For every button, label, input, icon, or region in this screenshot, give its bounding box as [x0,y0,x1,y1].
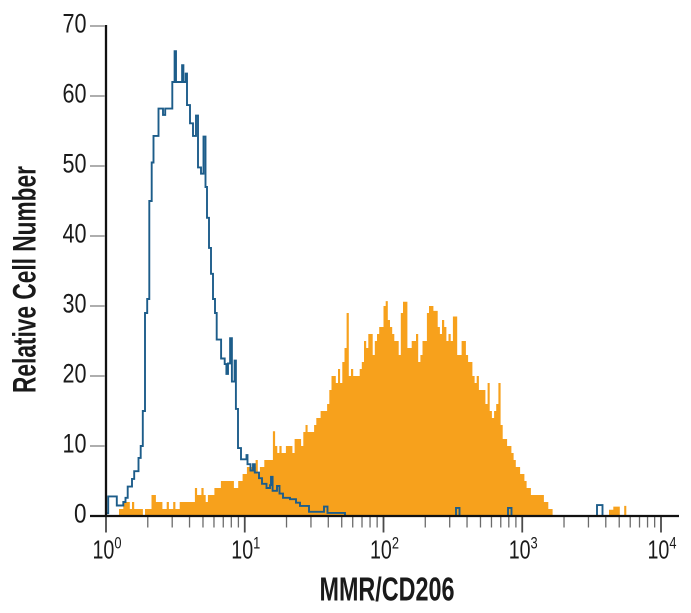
svg-text:60: 60 [63,79,87,109]
svg-text:0: 0 [74,499,87,529]
svg-text:50: 50 [63,149,87,179]
svg-text:20: 20 [63,359,87,389]
svg-text:40: 40 [63,219,87,249]
svg-text:Relative Cell Number: Relative Cell Number [7,166,43,393]
svg-text:MMR/CD206: MMR/CD206 [320,571,455,608]
svg-text:30: 30 [63,289,87,319]
svg-text:10: 10 [63,429,87,459]
svg-text:70: 70 [63,9,87,39]
